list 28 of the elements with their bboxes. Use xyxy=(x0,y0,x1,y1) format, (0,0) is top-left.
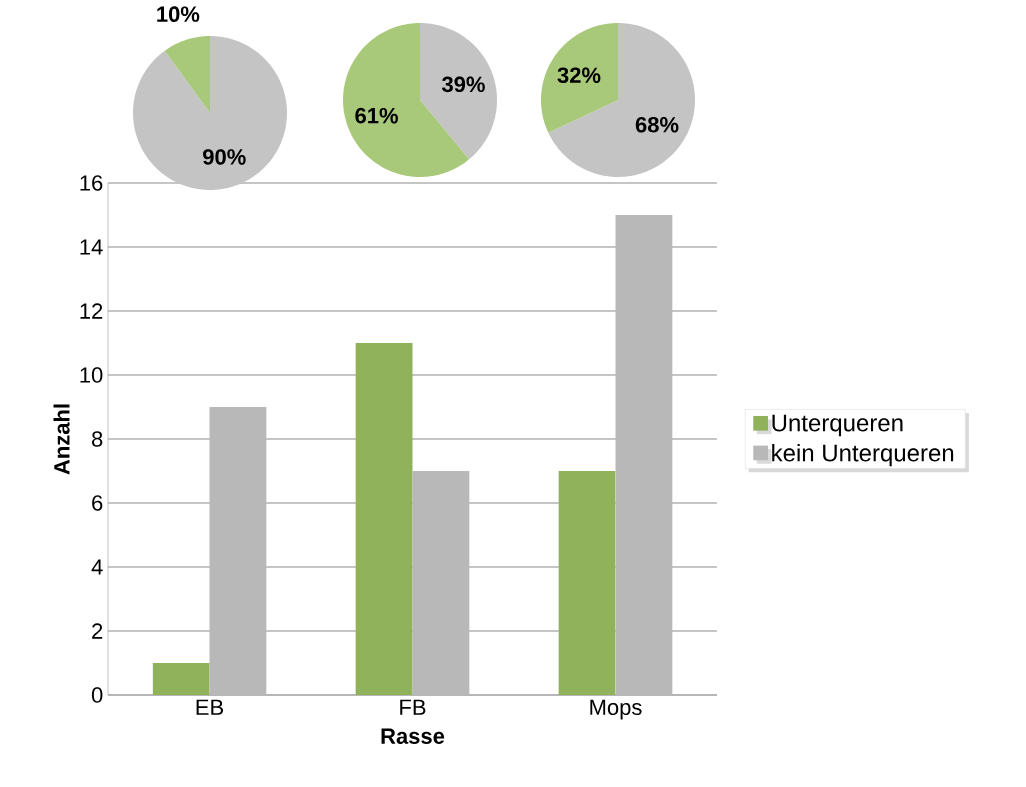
x-tick-label: EB xyxy=(196,699,224,715)
y-tick-label: 16 xyxy=(80,175,103,191)
y-tick-label: 10 xyxy=(80,367,103,383)
x-tick-label: FB xyxy=(400,699,426,715)
bar xyxy=(615,214,673,695)
bar xyxy=(412,470,470,695)
data-label: 61% xyxy=(355,107,398,124)
x-axis-title: Rasse xyxy=(381,728,445,744)
y-tick-label: 4 xyxy=(91,559,103,575)
bar xyxy=(209,406,267,695)
data-label: 10% xyxy=(157,6,200,22)
y-axis-title: Anzahl xyxy=(53,404,70,475)
bar xyxy=(355,343,413,695)
y-tick-label: 14 xyxy=(80,239,103,255)
data-label: 32% xyxy=(557,67,601,84)
bar xyxy=(558,470,616,695)
x-tick-label: Mops xyxy=(590,699,642,720)
y-tick-label: 2 xyxy=(92,623,103,639)
data-label: 39% xyxy=(441,76,485,93)
legend-label: Unterqueren xyxy=(772,414,903,437)
y-tick-label: 12 xyxy=(80,303,103,319)
y-tick-label: 0 xyxy=(91,687,103,703)
data-label: 68% xyxy=(635,116,679,133)
y-tick-label: 8 xyxy=(92,431,103,447)
y-tick-label: 6 xyxy=(92,495,103,511)
data-label: 90% xyxy=(203,149,246,165)
bar xyxy=(152,663,210,695)
legend-label: kein Unterqueren xyxy=(772,443,954,467)
